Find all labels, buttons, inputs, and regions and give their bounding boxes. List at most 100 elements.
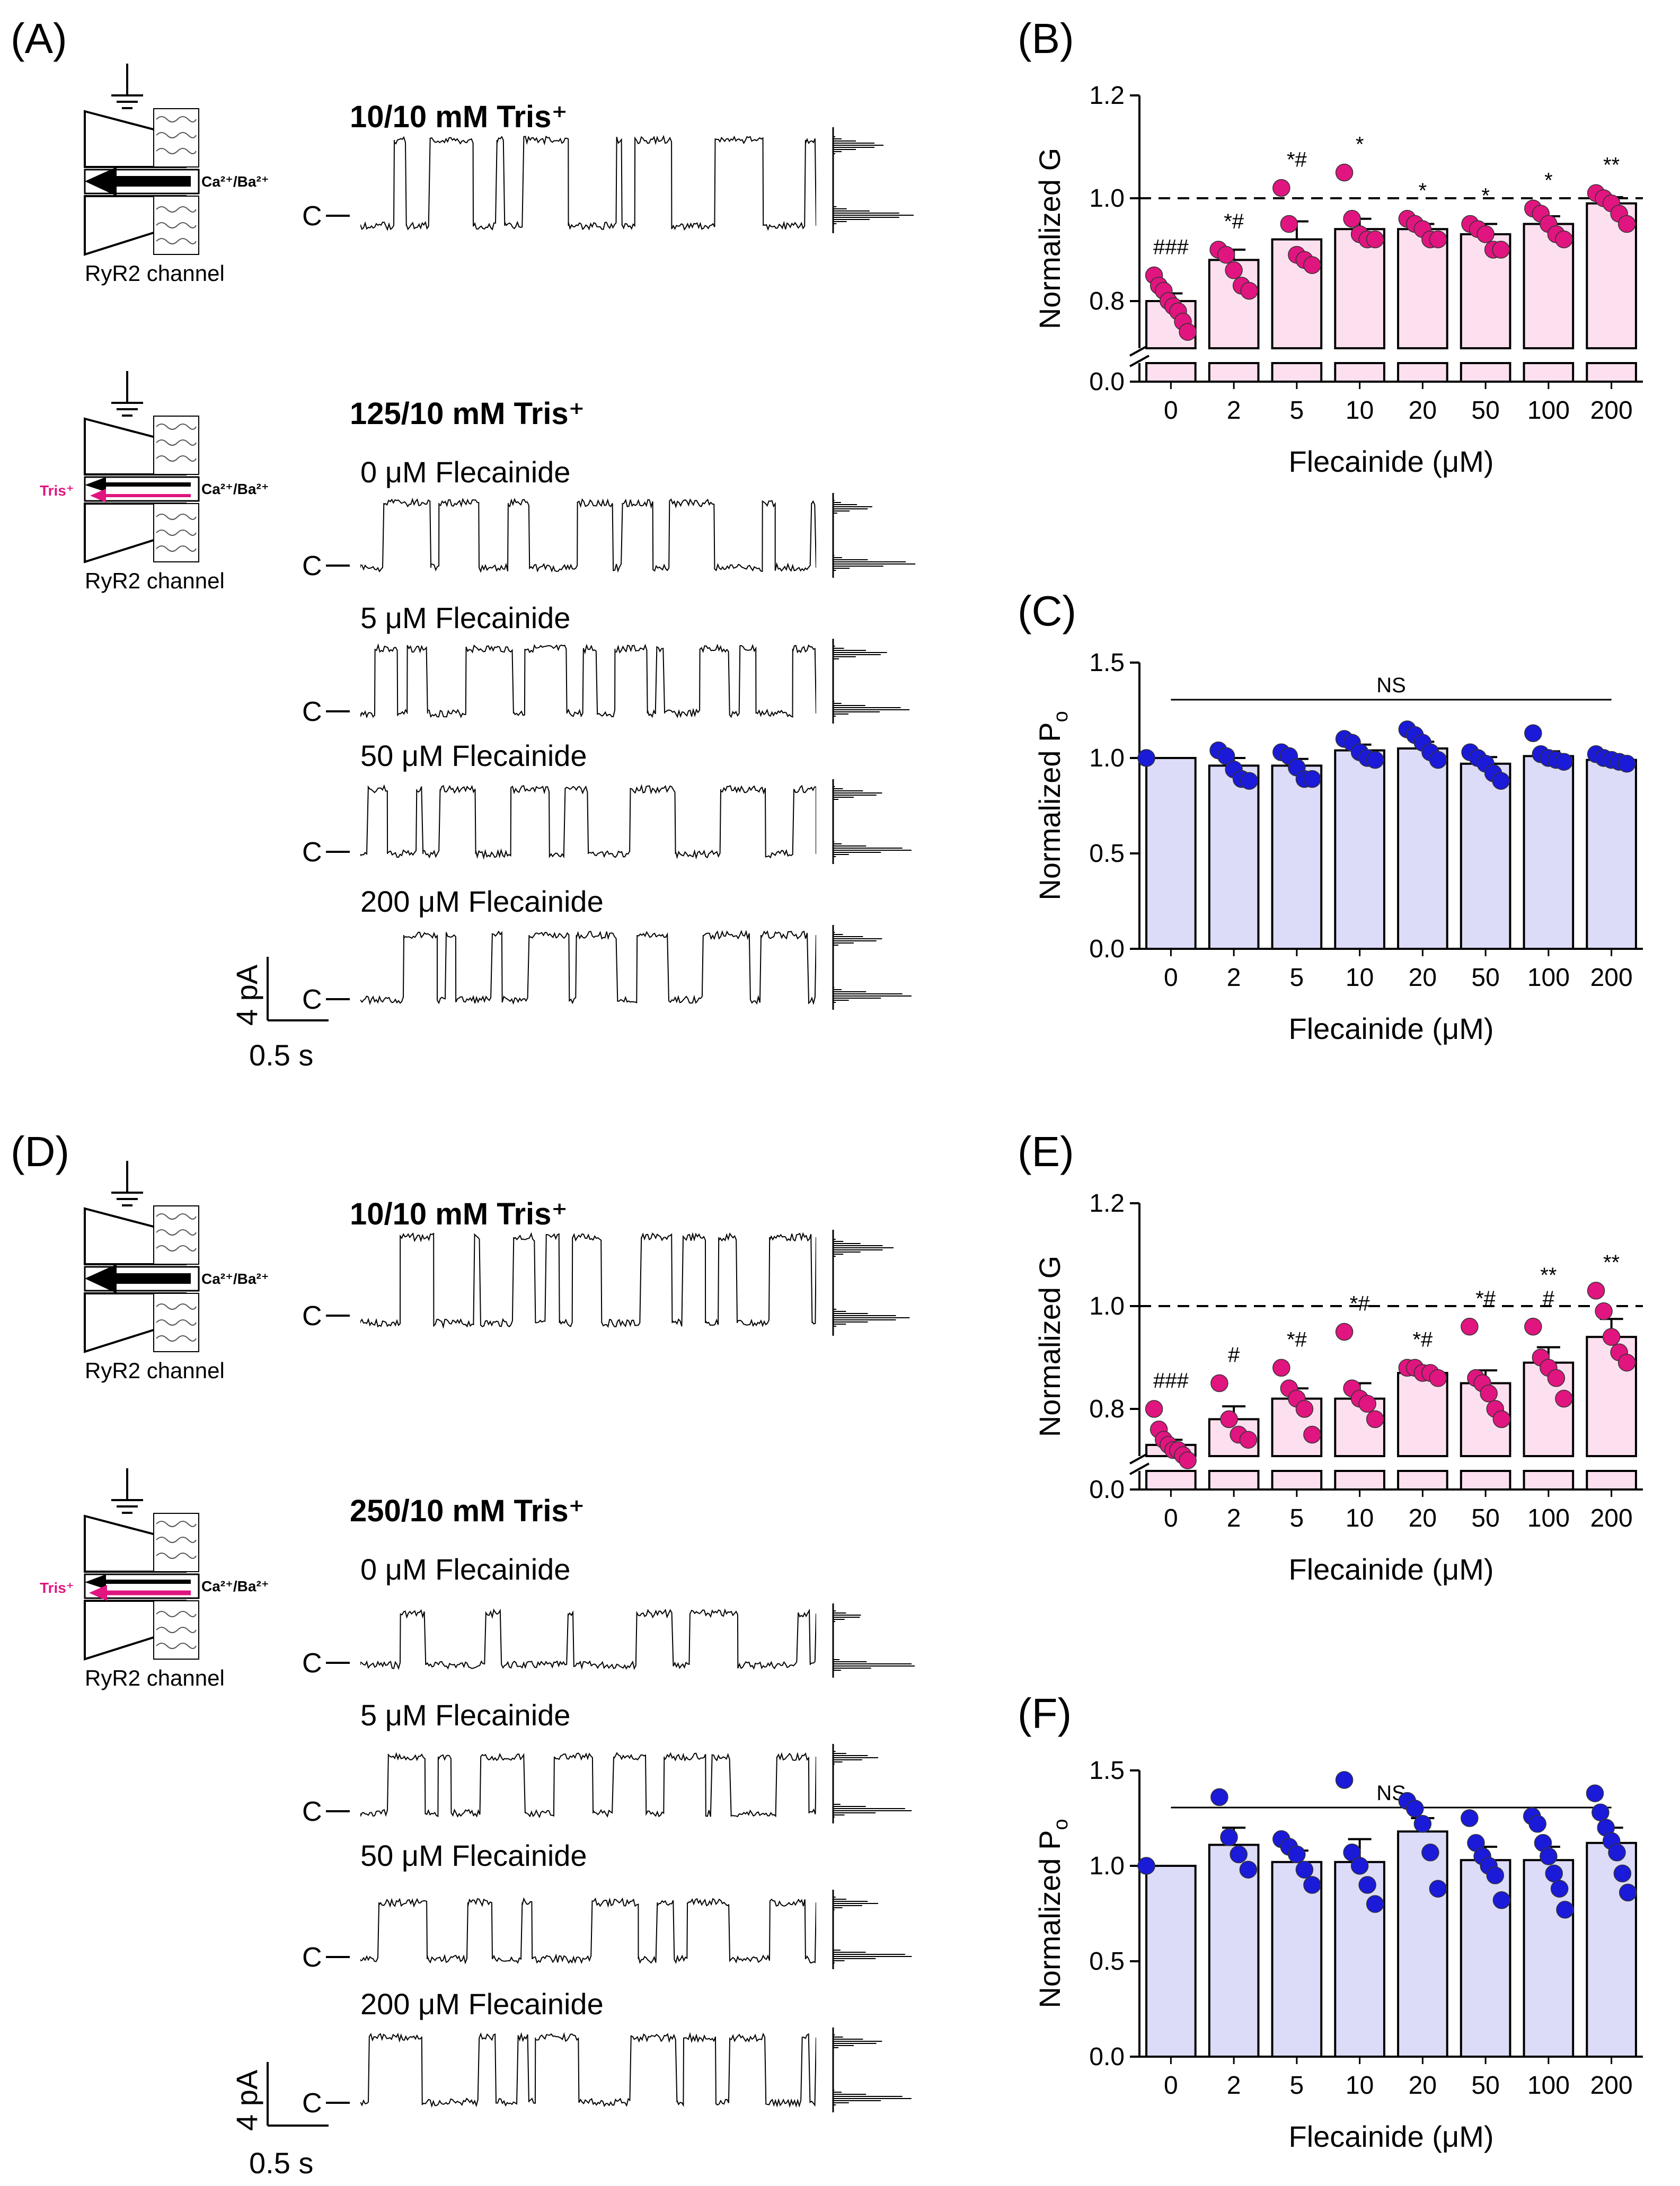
trace-label: 0 μM Flecainide: [360, 455, 570, 489]
membrane-hatch: [154, 1293, 199, 1352]
x-tick-label: 200: [1590, 1504, 1633, 1532]
significance-marker: *#: [1287, 1328, 1307, 1351]
data-point: [1304, 1426, 1321, 1443]
channel-schematic-a-bottom: Tris⁺ Ca²⁺/Ba²⁺ RyR2 channel: [40, 371, 269, 593]
data-point: [1273, 1359, 1290, 1376]
data-point: [1608, 1844, 1625, 1861]
data-point: [1551, 1880, 1568, 1897]
bar: [1587, 760, 1636, 949]
x-axis-title: Flecainide (μM): [1288, 445, 1493, 478]
x-tick-label: 10: [1346, 1504, 1374, 1532]
data-point: [1240, 1431, 1257, 1448]
channel-label: RyR2 channel: [85, 568, 225, 593]
significance-marker: *: [1544, 169, 1553, 192]
x-tick-label: 10: [1346, 396, 1374, 425]
x-axis-title: Flecainide (μM): [1288, 1553, 1493, 1586]
x-tick-label: 20: [1409, 964, 1437, 992]
trace-label: 50 μM Flecainide: [360, 739, 587, 772]
data-point: [1429, 1370, 1446, 1387]
closed-marker: C: [302, 2088, 322, 2119]
data-point: [1619, 755, 1635, 772]
x-tick-label: 10: [1346, 2072, 1374, 2100]
significance-marker: *#: [1412, 1328, 1433, 1351]
data-point: [1240, 1861, 1257, 1878]
significance-marker: #: [1228, 1344, 1240, 1367]
significance-marker: *#: [1475, 1287, 1496, 1310]
bar-lower-segment: [1335, 363, 1384, 382]
scale-bar: 4 pA 0.5 s: [230, 2062, 329, 2180]
x-tick-label: 2: [1227, 964, 1241, 992]
trace-line: [360, 499, 816, 571]
x-tick-label: 5: [1290, 1504, 1304, 1532]
significance-marker: #: [1543, 1287, 1555, 1310]
data-point: [1367, 231, 1384, 248]
data-point: [1304, 1876, 1321, 1893]
condition-label: 10/10 mM Tris⁺: [350, 100, 568, 134]
amplitude-histogram: [833, 639, 909, 724]
x-tick-label: 50: [1471, 1504, 1499, 1532]
bar-lower-segment: [1272, 363, 1322, 382]
panel-label-d: (D): [11, 1128, 69, 1175]
ion-label: Ca²⁺/Ba²⁺: [201, 1271, 269, 1287]
current-trace: [360, 136, 816, 230]
data-point: [1480, 1385, 1497, 1402]
data-point: [1218, 246, 1235, 263]
y-tick-label: 1.5: [1089, 649, 1125, 677]
closed-marker: C: [302, 1796, 322, 1827]
data-point: [1493, 1411, 1510, 1427]
amplitude-histogram: [833, 493, 915, 578]
x-tick-label: 200: [1590, 396, 1633, 425]
bar-lower-segment: [1461, 363, 1510, 382]
trace-label: 50 μM Flecainide: [360, 1839, 587, 1872]
y-tick-label: 0.8: [1089, 287, 1125, 315]
ion-label: Ca²⁺/Ba²⁺: [201, 481, 269, 497]
data-point: [1557, 1901, 1573, 1918]
data-point: [1221, 1829, 1237, 1846]
data-point: [1179, 1452, 1196, 1469]
data-point: [1138, 1857, 1155, 1874]
bar-lower-segment: [1524, 363, 1573, 382]
current-trace: [360, 786, 816, 858]
x-tick-label: 20: [1409, 396, 1437, 425]
x-tick-label: 20: [1409, 1504, 1437, 1532]
data-point: [1211, 1788, 1228, 1805]
data-point: [1555, 231, 1572, 248]
trace-line: [360, 136, 816, 230]
y-tick-label: 1.0: [1089, 184, 1125, 213]
data-point: [1540, 1848, 1557, 1865]
amplitude-histogram: [833, 127, 914, 233]
data-point: [1619, 216, 1635, 233]
data-point: [1487, 1867, 1504, 1884]
data-point: [1548, 1370, 1564, 1387]
y-axis-title: Normalized G: [1033, 1256, 1066, 1437]
data-point: [1336, 1324, 1353, 1341]
y-axis-title-subscript: o: [1050, 1819, 1072, 1830]
scale-current-label: 4 pA: [230, 964, 263, 1026]
y-axis-title: Normalized G: [1033, 148, 1066, 329]
data-point: [1619, 1354, 1635, 1371]
data-point: [1146, 1400, 1163, 1417]
bar: [1461, 764, 1510, 949]
x-tick-label: 50: [1471, 964, 1499, 992]
data-point: [1592, 1804, 1609, 1821]
data-point: [1529, 1815, 1546, 1832]
data-point: [1414, 1815, 1431, 1832]
tris-label: Tris⁺: [40, 482, 74, 499]
current-trace: [360, 499, 816, 571]
channel-label: RyR2 channel: [85, 1358, 225, 1383]
y-tick-label: 0.5: [1089, 840, 1125, 868]
y-tick-label: 1.0: [1089, 744, 1125, 772]
panel-a: Ca²⁺/Ba²⁺ RyR2 channel 10/10 mM Tris⁺ C …: [40, 64, 915, 1072]
trace-line: [360, 1610, 816, 1669]
trace-label: 5 μM Flecainide: [360, 1698, 570, 1732]
bar: [1272, 765, 1322, 949]
data-point: [1273, 180, 1290, 197]
significance-marker: **: [1603, 1251, 1620, 1274]
data-point: [1587, 1785, 1604, 1802]
amplitude-histogram: [833, 2028, 912, 2112]
data-point: [1620, 1884, 1637, 1901]
data-point: [1461, 1318, 1478, 1335]
amplitude-histogram: [833, 1744, 912, 1823]
panel-label-a: (A): [11, 15, 67, 62]
data-point: [1304, 771, 1321, 788]
